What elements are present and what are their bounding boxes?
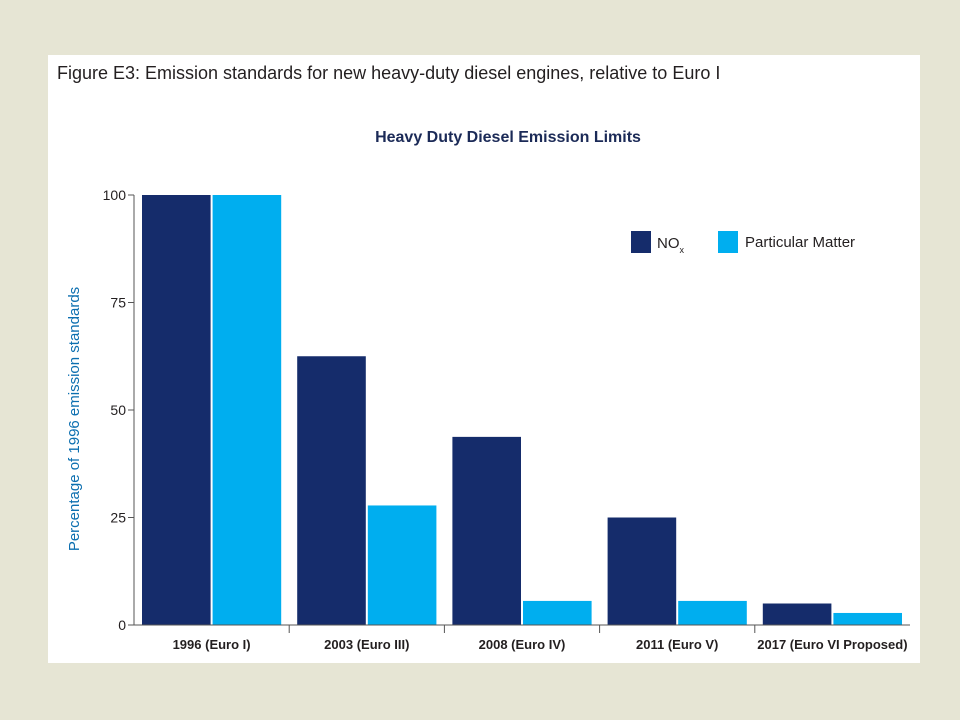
legend-label-particular-matter: Particular Matter (745, 234, 855, 251)
bars (142, 195, 902, 625)
y-tick-label: 50 (110, 402, 126, 418)
x-tick-label: 2008 (Euro IV) (479, 637, 566, 652)
x-tick-label: 2017 (Euro VI Proposed) (757, 637, 907, 652)
bar-nox-2008-euro-iv (452, 436, 521, 625)
legend-swatch-particular-matter (718, 231, 738, 253)
legend-nox-main: NO (657, 235, 680, 252)
x-tick-label: 2011 (Euro V) (636, 637, 718, 652)
y-tick-label: 25 (110, 510, 126, 526)
bar-particular-matter-2011-euro-v (678, 600, 747, 625)
x-tick-label: 1996 (Euro I) (173, 637, 251, 652)
y-tick-label: 0 (118, 617, 126, 633)
y-axis: 0 25 50 75 100 (103, 187, 135, 633)
legend-nox-subscript: x (680, 245, 685, 255)
chart-title: Heavy Duty Diesel Emission Limits (375, 129, 641, 146)
chart: Figure E3: Emission standards for new he… (57, 63, 910, 652)
x-axis: 1996 (Euro I) 2003 (Euro III) 2008 (Euro I… (134, 624, 910, 652)
y-tick-label: 100 (103, 187, 127, 203)
bar-particular-matter-2003-euro-iii (367, 505, 437, 625)
x-tick-label: 2003 (Euro III) (324, 637, 409, 652)
bar-nox-2011-euro-v (607, 517, 677, 625)
figure-panel: Figure E3: Emission standards for new he… (48, 55, 920, 663)
figure-caption: Figure E3: Emission standards for new he… (57, 63, 720, 83)
bar-particular-matter-1996-euro-i (212, 195, 282, 625)
legend: NOx Particular Matter (631, 231, 855, 255)
legend-label-nox: NOx (657, 235, 685, 255)
bar-particular-matter-2017-euro-vi-proposed (833, 612, 902, 625)
y-tick-label: 75 (110, 295, 126, 311)
bar-nox-1996-euro-i (142, 195, 211, 625)
legend-swatch-nox (631, 231, 651, 253)
bar-nox-2003-euro-iii (297, 356, 366, 625)
bar-particular-matter-2008-euro-iv (523, 600, 592, 625)
y-axis-label: Percentage of 1996 emission standards (66, 287, 83, 551)
bar-nox-2017-euro-vi-proposed (762, 603, 832, 625)
